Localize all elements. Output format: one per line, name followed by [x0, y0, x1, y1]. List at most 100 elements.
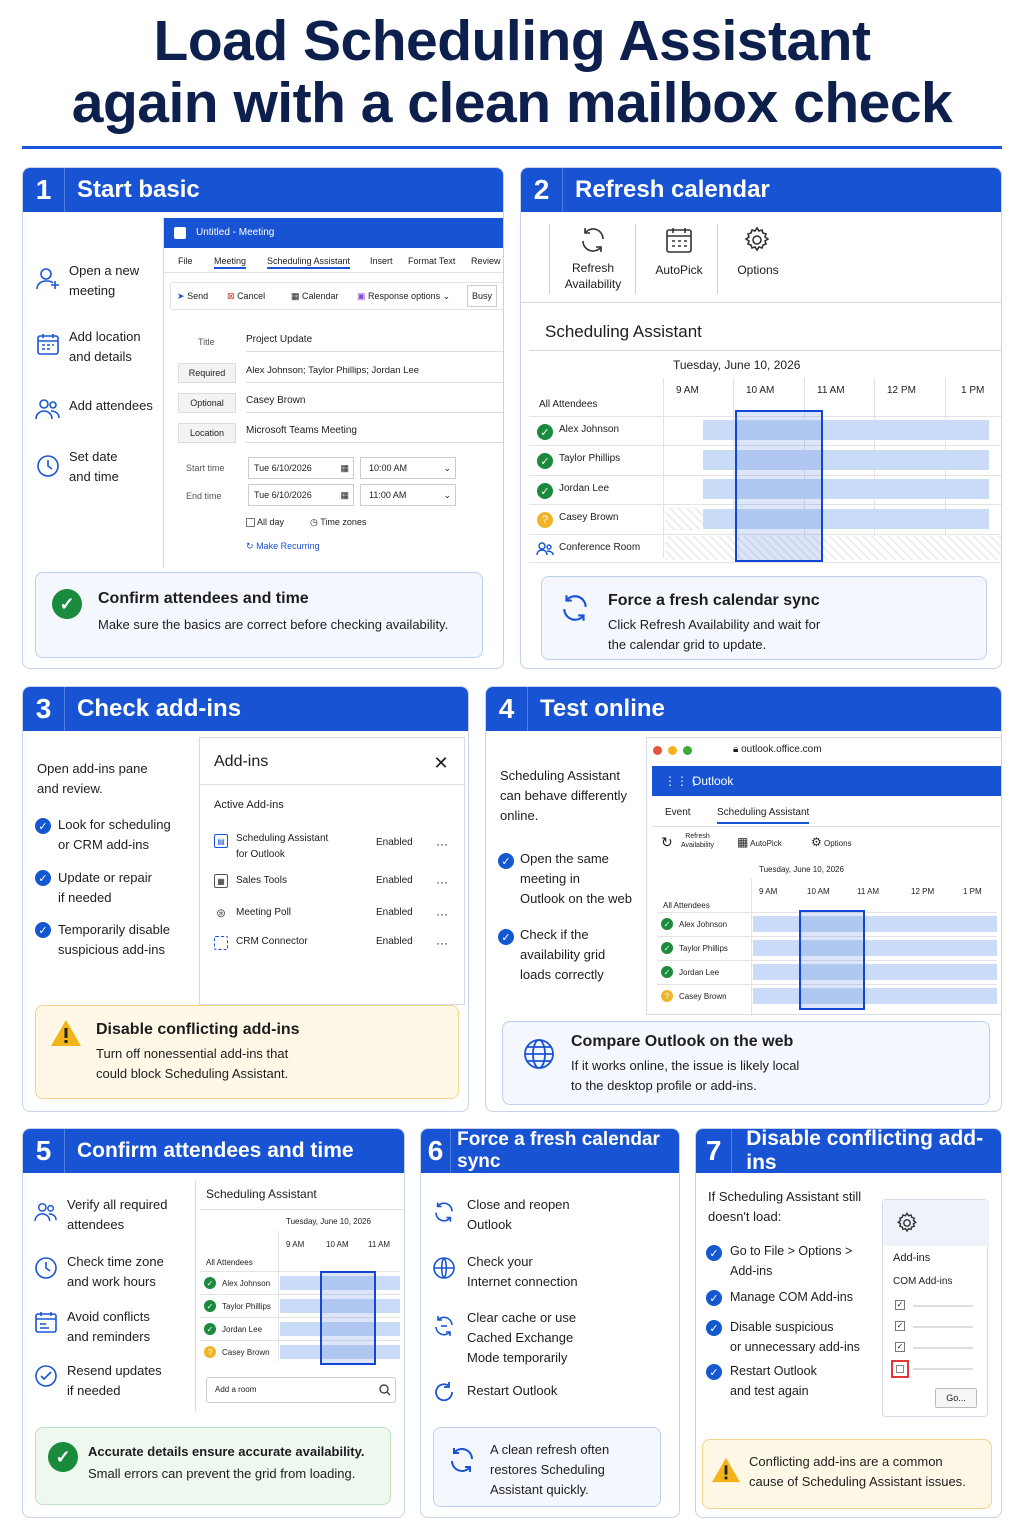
panel-confirm-attendees: 5 Confirm attendees and time Verify all r…	[22, 1128, 405, 1518]
response-icon: ▣	[357, 291, 366, 301]
check-bullet-icon: ✓	[498, 929, 514, 945]
start-date-picker[interactable]: Tue 6/10/2026 ▦	[248, 457, 354, 479]
time-zones-button[interactable]: ◷ Time zones	[310, 516, 366, 528]
optional-field[interactable]: Casey Brown	[246, 391, 503, 413]
panel-heading: Check add-ins	[77, 695, 242, 722]
grid-line	[657, 936, 997, 937]
calendar-button[interactable]: ▦ Calendar	[291, 290, 339, 302]
close-icon[interactable]: ✕	[433, 752, 449, 773]
active-addins-label: Active Add-ins	[214, 799, 284, 811]
end-time-dropdown[interactable]: 11:00 AM ⌄	[360, 484, 456, 506]
step-number: 4	[486, 687, 528, 731]
bullet-text: Manage COM Add-ins	[730, 1290, 853, 1304]
location-button[interactable]: Location	[178, 423, 236, 443]
refresh-icon	[558, 591, 592, 625]
tab-review[interactable]: Review	[471, 256, 501, 266]
room-icon	[535, 541, 555, 557]
intro-text: Scheduling Assistant can behave differen…	[500, 768, 627, 823]
grid-line	[751, 878, 752, 1016]
all-day-label: All day	[257, 517, 285, 527]
options-button[interactable]: ⚙︎ Options	[811, 834, 871, 852]
refresh-availability-button[interactable]: Refresh Availability	[551, 224, 635, 298]
addin-checkbox-checked[interactable]: ✓	[895, 1342, 905, 1352]
app-launcher-icon[interactable]: ⋮⋮⋮	[664, 774, 700, 788]
divider	[529, 350, 1001, 351]
addin-checkbox-checked[interactable]: ✓	[895, 1300, 905, 1310]
mini-scheduling-assistant: Scheduling Assistant Tuesday, June 10, 2…	[195, 1181, 404, 1411]
busy-dropdown[interactable]: Busy	[467, 285, 498, 307]
callout-accurate: ✓ Accurate details ensure accurate avail…	[35, 1427, 391, 1505]
step-label: Close and reopen Outlook	[467, 1197, 570, 1232]
more-options-icon[interactable]: ···	[436, 875, 448, 889]
meeting-time-selection[interactable]	[320, 1271, 376, 1365]
panel-header: 3 Check add-ins	[23, 687, 468, 731]
cancel-button[interactable]: ⊠ Cancel	[227, 290, 265, 302]
go-button[interactable]: Go...	[935, 1388, 977, 1408]
start-time-dropdown[interactable]: 10:00 AM ⌄	[360, 457, 456, 479]
make-recurring-link[interactable]: ↻ Make Recurring	[246, 540, 320, 552]
refresh-label: Refresh Availability	[564, 261, 622, 291]
busy-bar	[703, 450, 989, 470]
grid-line	[200, 1294, 400, 1295]
autopick-label: AutoPick	[655, 263, 703, 277]
highlighted-addin-checkbox[interactable]	[891, 1360, 909, 1378]
calendar-label: Calendar	[302, 291, 339, 301]
more-options-icon[interactable]: ···	[436, 837, 448, 851]
meeting-time-selection[interactable]	[799, 910, 865, 1010]
add-room-input[interactable]: Add a room	[206, 1377, 396, 1403]
optional-button[interactable]: Optional	[178, 393, 236, 413]
addin-checkbox-checked[interactable]: ✓	[895, 1321, 905, 1331]
required-field[interactable]: Alex Johnson; Taylor Phillips; Jordan Le…	[246, 361, 503, 383]
tab-scheduling-assistant[interactable]: Scheduling Assistant	[267, 255, 351, 269]
bullet-text: Disable suspicious or unnecessary add-in…	[730, 1320, 860, 1354]
location-field[interactable]: Microsoft Teams Meeting	[246, 421, 503, 443]
attendee-name: Conference Room	[559, 542, 641, 553]
more-options-icon[interactable]: ···	[436, 907, 448, 921]
tab-insert[interactable]: Insert	[370, 256, 393, 266]
tab-event[interactable]: Event	[665, 807, 691, 818]
title-field[interactable]: Project Update	[246, 330, 503, 352]
tab-format-text[interactable]: Format Text	[408, 256, 456, 266]
callout-title: Compare Outlook on the web	[571, 1033, 794, 1050]
required-button[interactable]: Required	[178, 363, 236, 383]
busy-bar	[280, 1345, 400, 1359]
panel-test-online: 4 Test online Scheduling Assistant can be…	[485, 686, 1002, 1112]
all-day-checkbox[interactable]: All day	[246, 516, 284, 528]
busy-bar	[280, 1322, 400, 1336]
busy-bar	[703, 509, 989, 529]
calendar-grid-icon	[663, 224, 695, 256]
divider	[200, 1209, 404, 1210]
addin-name-placeholder	[913, 1326, 973, 1328]
addin-name-placeholder	[913, 1347, 973, 1349]
maximize-dot[interactable]	[683, 746, 692, 755]
end-date-picker[interactable]: Tue 6/10/2026 ▦	[248, 484, 354, 506]
clear-cache-icon	[431, 1313, 457, 1339]
step-number: 3	[23, 687, 65, 731]
grid-line	[529, 504, 1001, 505]
more-options-icon[interactable]: ···	[436, 936, 448, 950]
send-button[interactable]: ➤ Send	[177, 290, 208, 302]
autopick-button[interactable]: ▦ AutoPick	[737, 834, 797, 852]
tab-meeting[interactable]: Meeting	[214, 255, 247, 269]
autopick-button[interactable]: AutoPick	[639, 224, 719, 298]
response-options-button[interactable]: ▣ Response options ⌄	[357, 291, 451, 301]
tab-file[interactable]: File	[178, 256, 193, 266]
close-dot[interactable]	[653, 746, 662, 755]
callout-title: Accurate details ensure accurate availab…	[88, 1444, 365, 1459]
address-bar[interactable]: 🔒︎ outlook.office.com	[733, 742, 993, 758]
busy-bar	[753, 916, 997, 932]
minimize-dot[interactable]	[668, 746, 677, 755]
attendee-name: Casey Brown	[559, 512, 619, 523]
meeting-time-selection[interactable]	[735, 410, 823, 562]
refresh-icon	[577, 224, 609, 256]
available-icon: ✓	[661, 918, 673, 930]
refresh-availability-button[interactable]: ↻ Refresh Availability	[661, 832, 721, 856]
grid-line	[529, 562, 1001, 563]
hour-label: 11 AM	[817, 385, 845, 396]
options-button[interactable]: Options	[721, 224, 795, 298]
attendee-name: Jordan Lee	[559, 483, 610, 494]
clock-icon	[33, 1255, 59, 1281]
step-label: Verify all required attendees	[67, 1197, 168, 1232]
tab-scheduling-assistant[interactable]: Scheduling Assistant	[717, 807, 810, 824]
title-line-2: again with a clean mailbox check	[71, 71, 953, 135]
